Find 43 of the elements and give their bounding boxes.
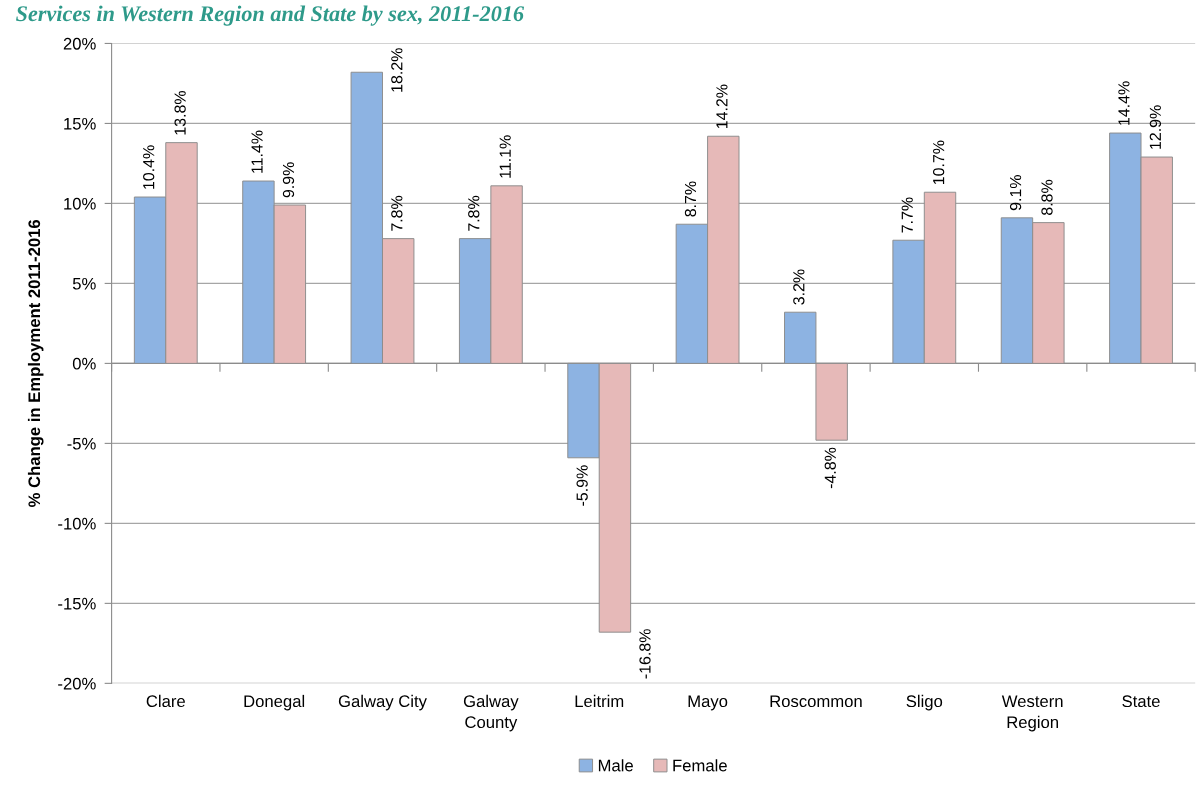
- data-label: 8.8%: [1041, 179, 1053, 215]
- legend-label: Female: [673, 759, 727, 772]
- x-tick-label: Leitrim: [575, 694, 624, 708]
- data-label: 14.4%: [1118, 81, 1130, 125]
- data-label: -5.9%: [576, 465, 588, 506]
- y-axis-title: % Change in Employment 2011-2016: [27, 219, 44, 508]
- x-tick-label: Clare: [146, 694, 185, 708]
- y-tick-label: 5%: [72, 277, 96, 290]
- y-tick-label: 15%: [64, 117, 96, 130]
- x-tick-label: Mayo: [688, 695, 728, 711]
- legend-label: Male: [598, 759, 633, 772]
- y-tick-label: -20%: [58, 677, 96, 690]
- data-label: 7.8%: [391, 195, 403, 231]
- data-label: 9.1%: [1009, 175, 1022, 211]
- data-label: 9.9%: [282, 162, 295, 198]
- data-label: 11.4%: [251, 130, 263, 173]
- data-label: -16.8%: [639, 629, 651, 679]
- data-label: 7.7%: [901, 197, 913, 233]
- y-tick-label: 10%: [64, 197, 96, 210]
- data-label: 18.2%: [391, 48, 403, 92]
- x-tick-label: Donegal: [244, 694, 305, 711]
- data-label: 3.2%: [793, 269, 805, 305]
- x-tick-label: Roscommon: [770, 695, 862, 708]
- y-tick-label: 20%: [63, 37, 96, 50]
- x-tick-label: Galway City: [338, 694, 427, 711]
- data-label: 11.1%: [499, 135, 511, 178]
- x-tick-label: State: [1122, 695, 1160, 708]
- data-label: 8.7%: [684, 181, 697, 217]
- y-tick-label: -5%: [67, 437, 96, 450]
- data-label: -4.8%: [824, 447, 836, 489]
- x-tick-label: Sligo: [906, 694, 943, 711]
- x-tick-label: Galway County: [463, 694, 519, 732]
- y-tick-label: 0%: [72, 357, 96, 370]
- chart-title: Services in Western Region and State by sex, 2011-2016: [16, 5, 525, 26]
- y-tick-label: -15%: [58, 597, 96, 610]
- data-label: 12.9%: [1149, 105, 1162, 149]
- x-tick-label: Western Region: [1001, 695, 1063, 732]
- y-tick-label: -10%: [58, 517, 96, 530]
- data-label: 14.2%: [716, 84, 728, 129]
- data-label: 13.8%: [174, 90, 186, 135]
- data-label: 10.4%: [143, 145, 155, 189]
- data-label: 10.7%: [932, 140, 945, 185]
- data-label: 7.8%: [468, 195, 480, 231]
